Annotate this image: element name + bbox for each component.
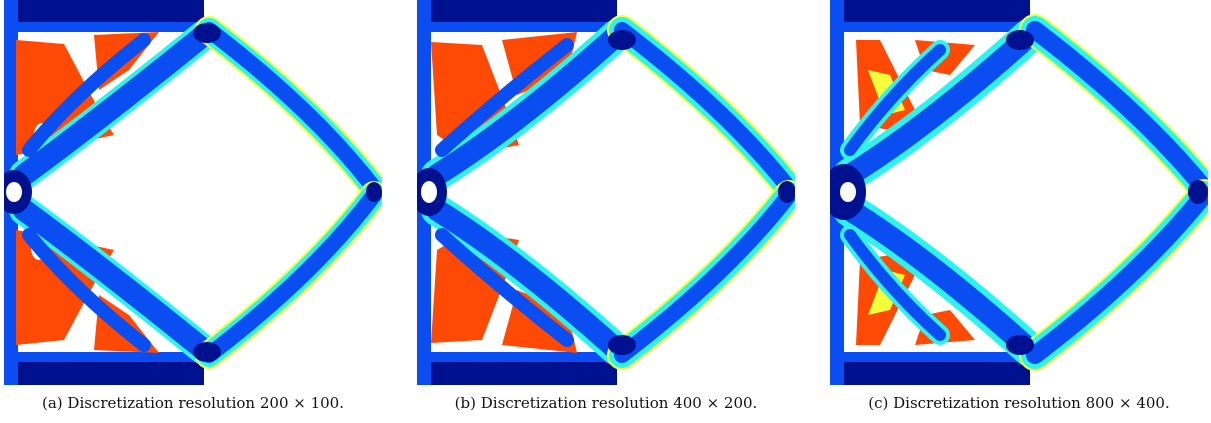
joints: [830, 30, 1208, 355]
stress-map-b: [417, 0, 795, 385]
caption-a: (a) Discretization resolution 200 × 100.: [42, 394, 344, 412]
joints: [4, 23, 382, 362]
figure-panel-a: (a) Discretization resolution 200 × 100.: [4, 0, 382, 423]
bottom-bar: [417, 352, 617, 385]
top-bar: [830, 0, 1030, 32]
stress-map-c: [830, 0, 1208, 385]
figure-panel-b: (b) Discretization resolution 400 × 200.: [417, 0, 795, 423]
caption-b: (b) Discretization resolution 400 × 200.: [454, 394, 758, 412]
joints: [417, 30, 795, 355]
figure-panel-c: (c) Discretization resolution 800 × 400.: [830, 0, 1208, 423]
top-bar: [417, 0, 617, 32]
bottom-bar: [830, 352, 1030, 385]
truss-members: [9, 16, 382, 369]
caption-c: (c) Discretization resolution 800 × 400.: [868, 394, 1170, 412]
truss-members: [833, 14, 1208, 371]
stress-map-a: [4, 0, 382, 385]
top-bar: [4, 0, 204, 32]
truss-members: [421, 15, 795, 370]
bottom-bar: [4, 352, 204, 385]
